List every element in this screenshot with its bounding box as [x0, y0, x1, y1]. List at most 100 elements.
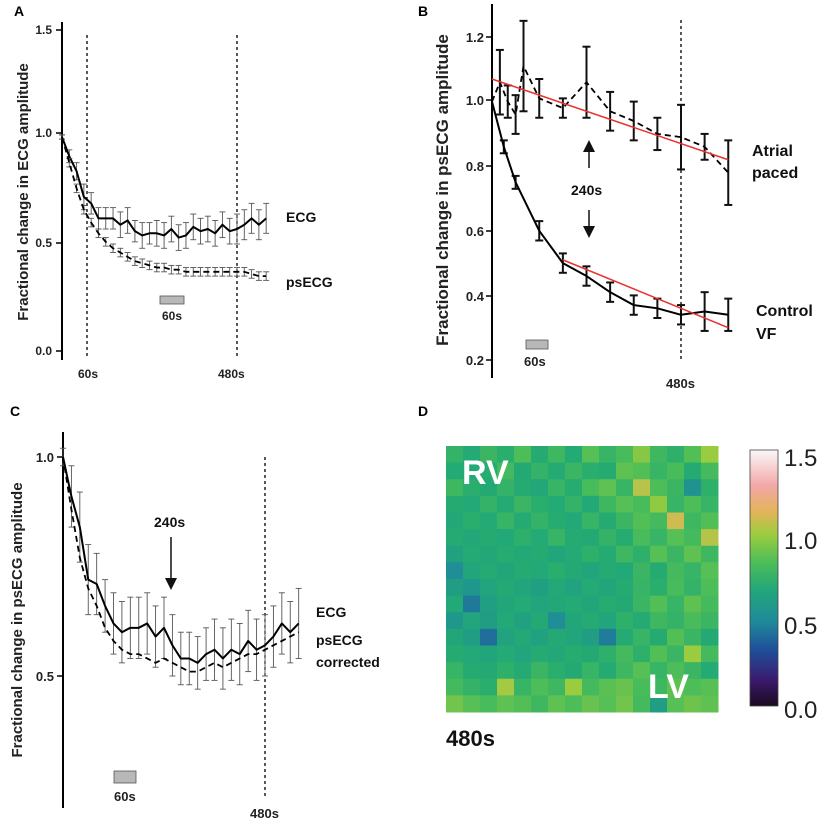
heatmap-cell — [701, 545, 719, 563]
heatmap-cell — [548, 595, 566, 613]
heatmap-cell — [667, 446, 685, 464]
heatmap-cell — [531, 495, 549, 513]
heatmap-cell — [446, 595, 464, 613]
heatmap-cell — [548, 529, 566, 547]
heatmap-cell — [463, 595, 481, 613]
heatmap-cell — [582, 579, 600, 597]
heatmap-cell — [514, 678, 532, 696]
panel-a-marker-60s-label: 60s — [78, 367, 98, 381]
heatmap-cell — [633, 545, 651, 563]
heatmap-cell — [514, 662, 532, 680]
heatmap-cell — [446, 545, 464, 563]
heatmap-cell — [565, 495, 583, 513]
heatmap-cell — [514, 579, 532, 597]
heatmap-cell — [599, 545, 617, 563]
heatmap-cell — [531, 678, 549, 696]
heatmap-cell — [446, 662, 464, 680]
heatmap-cell — [463, 512, 481, 530]
heatmap-cell — [616, 645, 634, 663]
panel-a-letter: A — [14, 3, 24, 19]
panel-b-series-control-vf — [491, 101, 729, 316]
heatmap-cell — [565, 545, 583, 563]
heatmap-cell — [633, 529, 651, 547]
heatmap-cell — [463, 612, 481, 630]
heatmap-cell — [514, 645, 532, 663]
panel-c-ytick-label: 0.5 — [36, 669, 54, 684]
heatmap-cell — [667, 662, 685, 680]
heatmap-cell — [480, 562, 498, 580]
panel-c-letter: C — [10, 403, 20, 419]
panel-b-letter: B — [418, 3, 428, 19]
panel-b-ytick-label: 0.4 — [466, 289, 485, 304]
heatmap-cell — [446, 446, 464, 464]
heatmap-cell — [684, 595, 702, 613]
heatmap-cell — [684, 529, 702, 547]
heatmap-cell — [514, 612, 532, 630]
heatmap-cell — [565, 462, 583, 480]
heatmap-cell — [531, 645, 549, 663]
heatmap-cell — [599, 479, 617, 497]
heatmap-cell — [633, 446, 651, 464]
heatmap-cell — [565, 579, 583, 597]
heatmap-cell — [497, 579, 515, 597]
heatmap-cell — [599, 462, 617, 480]
heatmap-cell — [701, 462, 719, 480]
heatmap-cell — [480, 462, 498, 480]
heatmap-cell — [565, 628, 583, 646]
heatmap-cell — [684, 512, 702, 530]
heatmap-cell — [633, 612, 651, 630]
heatmap-cell — [650, 678, 668, 696]
heatmap-cell — [514, 446, 532, 464]
panel-b-ytick-label: 0.6 — [466, 224, 484, 239]
heatmap-cell — [531, 446, 549, 464]
heatmap-cell — [463, 479, 481, 497]
heatmap-cell — [480, 495, 498, 513]
panel-b-label-paced: paced — [752, 165, 798, 182]
panel-b-series-atrial-paced — [491, 65, 729, 174]
heatmap-cell — [463, 695, 481, 713]
panel-a-plot — [59, 134, 270, 281]
heatmap-cell — [548, 662, 566, 680]
heatmap-cell — [701, 495, 719, 513]
heatmap-cell — [582, 562, 600, 580]
heatmap-cell — [514, 628, 532, 646]
heatmap-cell — [497, 529, 515, 547]
panel-b-series-atrial-paced-trend — [491, 78, 729, 161]
heatmap-cell — [548, 512, 566, 530]
heatmap-cell — [480, 695, 498, 713]
panel-b-label-control: Control — [756, 303, 813, 320]
heatmap-cell — [650, 662, 668, 680]
heatmap-cell — [650, 462, 668, 480]
panel-b-label-atrial: Atrial — [752, 143, 793, 160]
heatmap-cell — [497, 645, 515, 663]
heatmap-cell — [701, 695, 719, 713]
heatmap-cell — [582, 678, 600, 696]
panel-b-stimulus-box — [525, 339, 549, 350]
panel-d-letter: D — [418, 403, 428, 419]
heatmap-cell — [616, 628, 634, 646]
heatmap-cell — [548, 645, 566, 663]
heatmap-cell — [531, 695, 549, 713]
heatmap-cell — [548, 612, 566, 630]
heatmap-cell — [497, 562, 515, 580]
heatmap-cell — [463, 645, 481, 663]
heatmap-cell — [616, 562, 634, 580]
heatmap-cell — [480, 678, 498, 696]
heatmap-cell — [599, 579, 617, 597]
heatmap-cell — [616, 545, 634, 563]
heatmap-cell — [701, 529, 719, 547]
heatmap-cell — [616, 479, 634, 497]
heatmap-cell — [463, 529, 481, 547]
heatmap-cell — [480, 662, 498, 680]
panel-a-legend-ecg: ECG — [286, 209, 316, 225]
panel-d-colorbar-tick: 1.0 — [784, 528, 817, 555]
heatmap-cell — [446, 529, 464, 547]
heatmap-cell — [514, 562, 532, 580]
heatmap-cell — [650, 495, 668, 513]
panel-d-colorbar-ticks: 1.5 1.0 0.5 0.0 — [784, 445, 817, 724]
panel-d-label-lv: LV — [648, 668, 689, 706]
heatmap-cell — [514, 529, 532, 547]
heatmap-cell — [565, 562, 583, 580]
heatmap-cell — [514, 545, 532, 563]
